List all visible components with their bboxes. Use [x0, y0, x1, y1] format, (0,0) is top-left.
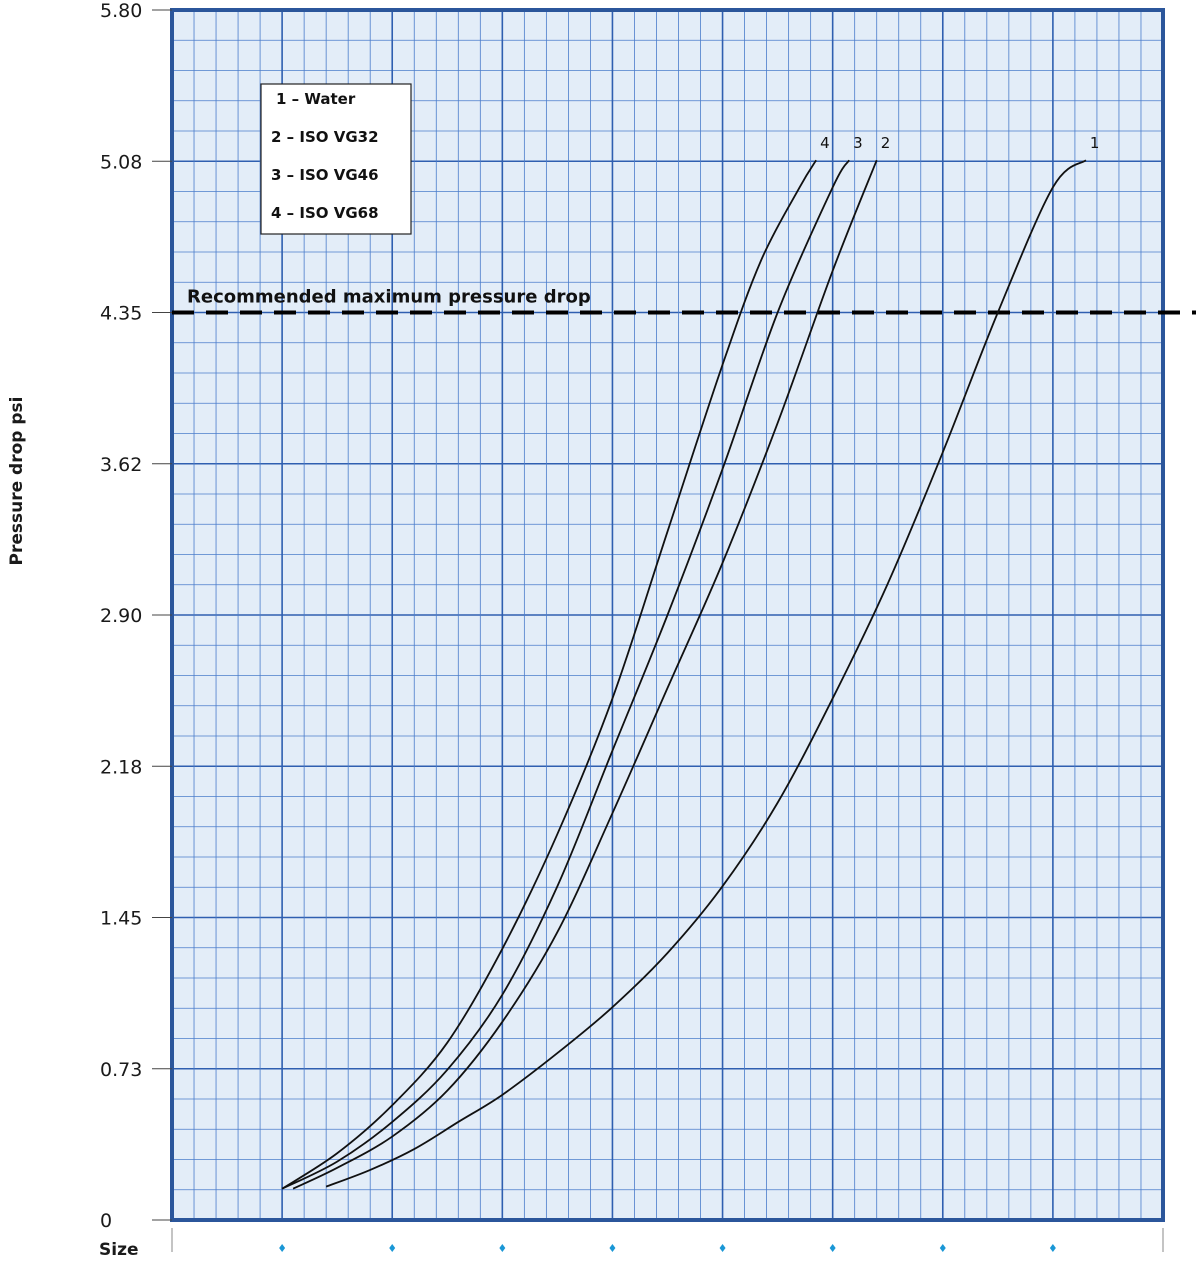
x-axis-title: Size: [99, 1240, 139, 1260]
x-axis-marker: [389, 1244, 396, 1252]
y-tick-label: 0.73: [100, 1059, 142, 1081]
series-label-1: 1: [1090, 134, 1100, 152]
legend-entry: 2 – ISO VG32: [271, 128, 379, 146]
series-label-3: 3: [853, 134, 863, 152]
x-axis-marker: [939, 1244, 946, 1252]
y-tick-label: 4.35: [100, 303, 142, 325]
x-axis-marker: [609, 1244, 616, 1252]
series-line-2: [292, 159, 878, 1190]
legend-entry: 3 – ISO VG46: [271, 166, 379, 184]
y-tick-label: 3.62: [100, 454, 142, 476]
series-line-3: [281, 159, 850, 1190]
grid: [172, 10, 1163, 1220]
y-tick-label: 5.08: [100, 151, 142, 173]
y-axis-ticks: 0 0.73 1.45 2.18 2.90 3.62 4.35 5.08 5.80: [100, 0, 172, 1232]
x-axis-marker: [279, 1244, 286, 1252]
reference-line-label: Recommended maximum pressure drop: [187, 287, 591, 308]
series-label-4: 4: [820, 134, 830, 152]
y-tick-label: 1.45: [100, 908, 142, 930]
x-axis-marker: [1049, 1244, 1056, 1252]
legend-entry: 4 – ISO VG68: [271, 204, 379, 222]
x-axis-markers: [171, 1228, 1164, 1252]
x-axis-marker: [829, 1244, 836, 1252]
x-axis-marker: [719, 1244, 726, 1252]
series-label-2: 2: [881, 134, 891, 152]
y-tick-label: 0: [100, 1210, 112, 1232]
legend: 1 – Water 2 – ISO VG32 3 – ISO VG46 4 – ISO…: [260, 83, 412, 235]
y-axis-title: Pressure drop psi: [7, 397, 27, 566]
series-line-1: [325, 159, 1087, 1188]
legend-entry: 1 – Water: [276, 90, 356, 108]
y-tick-label: 2.18: [100, 756, 142, 778]
series-line-4: [281, 159, 817, 1190]
y-tick-label: 5.80: [100, 0, 142, 22]
reference-line-group: Recommended maximum pressure drop: [172, 287, 1196, 315]
series-lines: 1 23 4: [281, 134, 1100, 1190]
x-axis-marker: [499, 1244, 506, 1252]
legend-box: [260, 83, 412, 235]
y-tick-label: 2.90: [100, 605, 142, 627]
